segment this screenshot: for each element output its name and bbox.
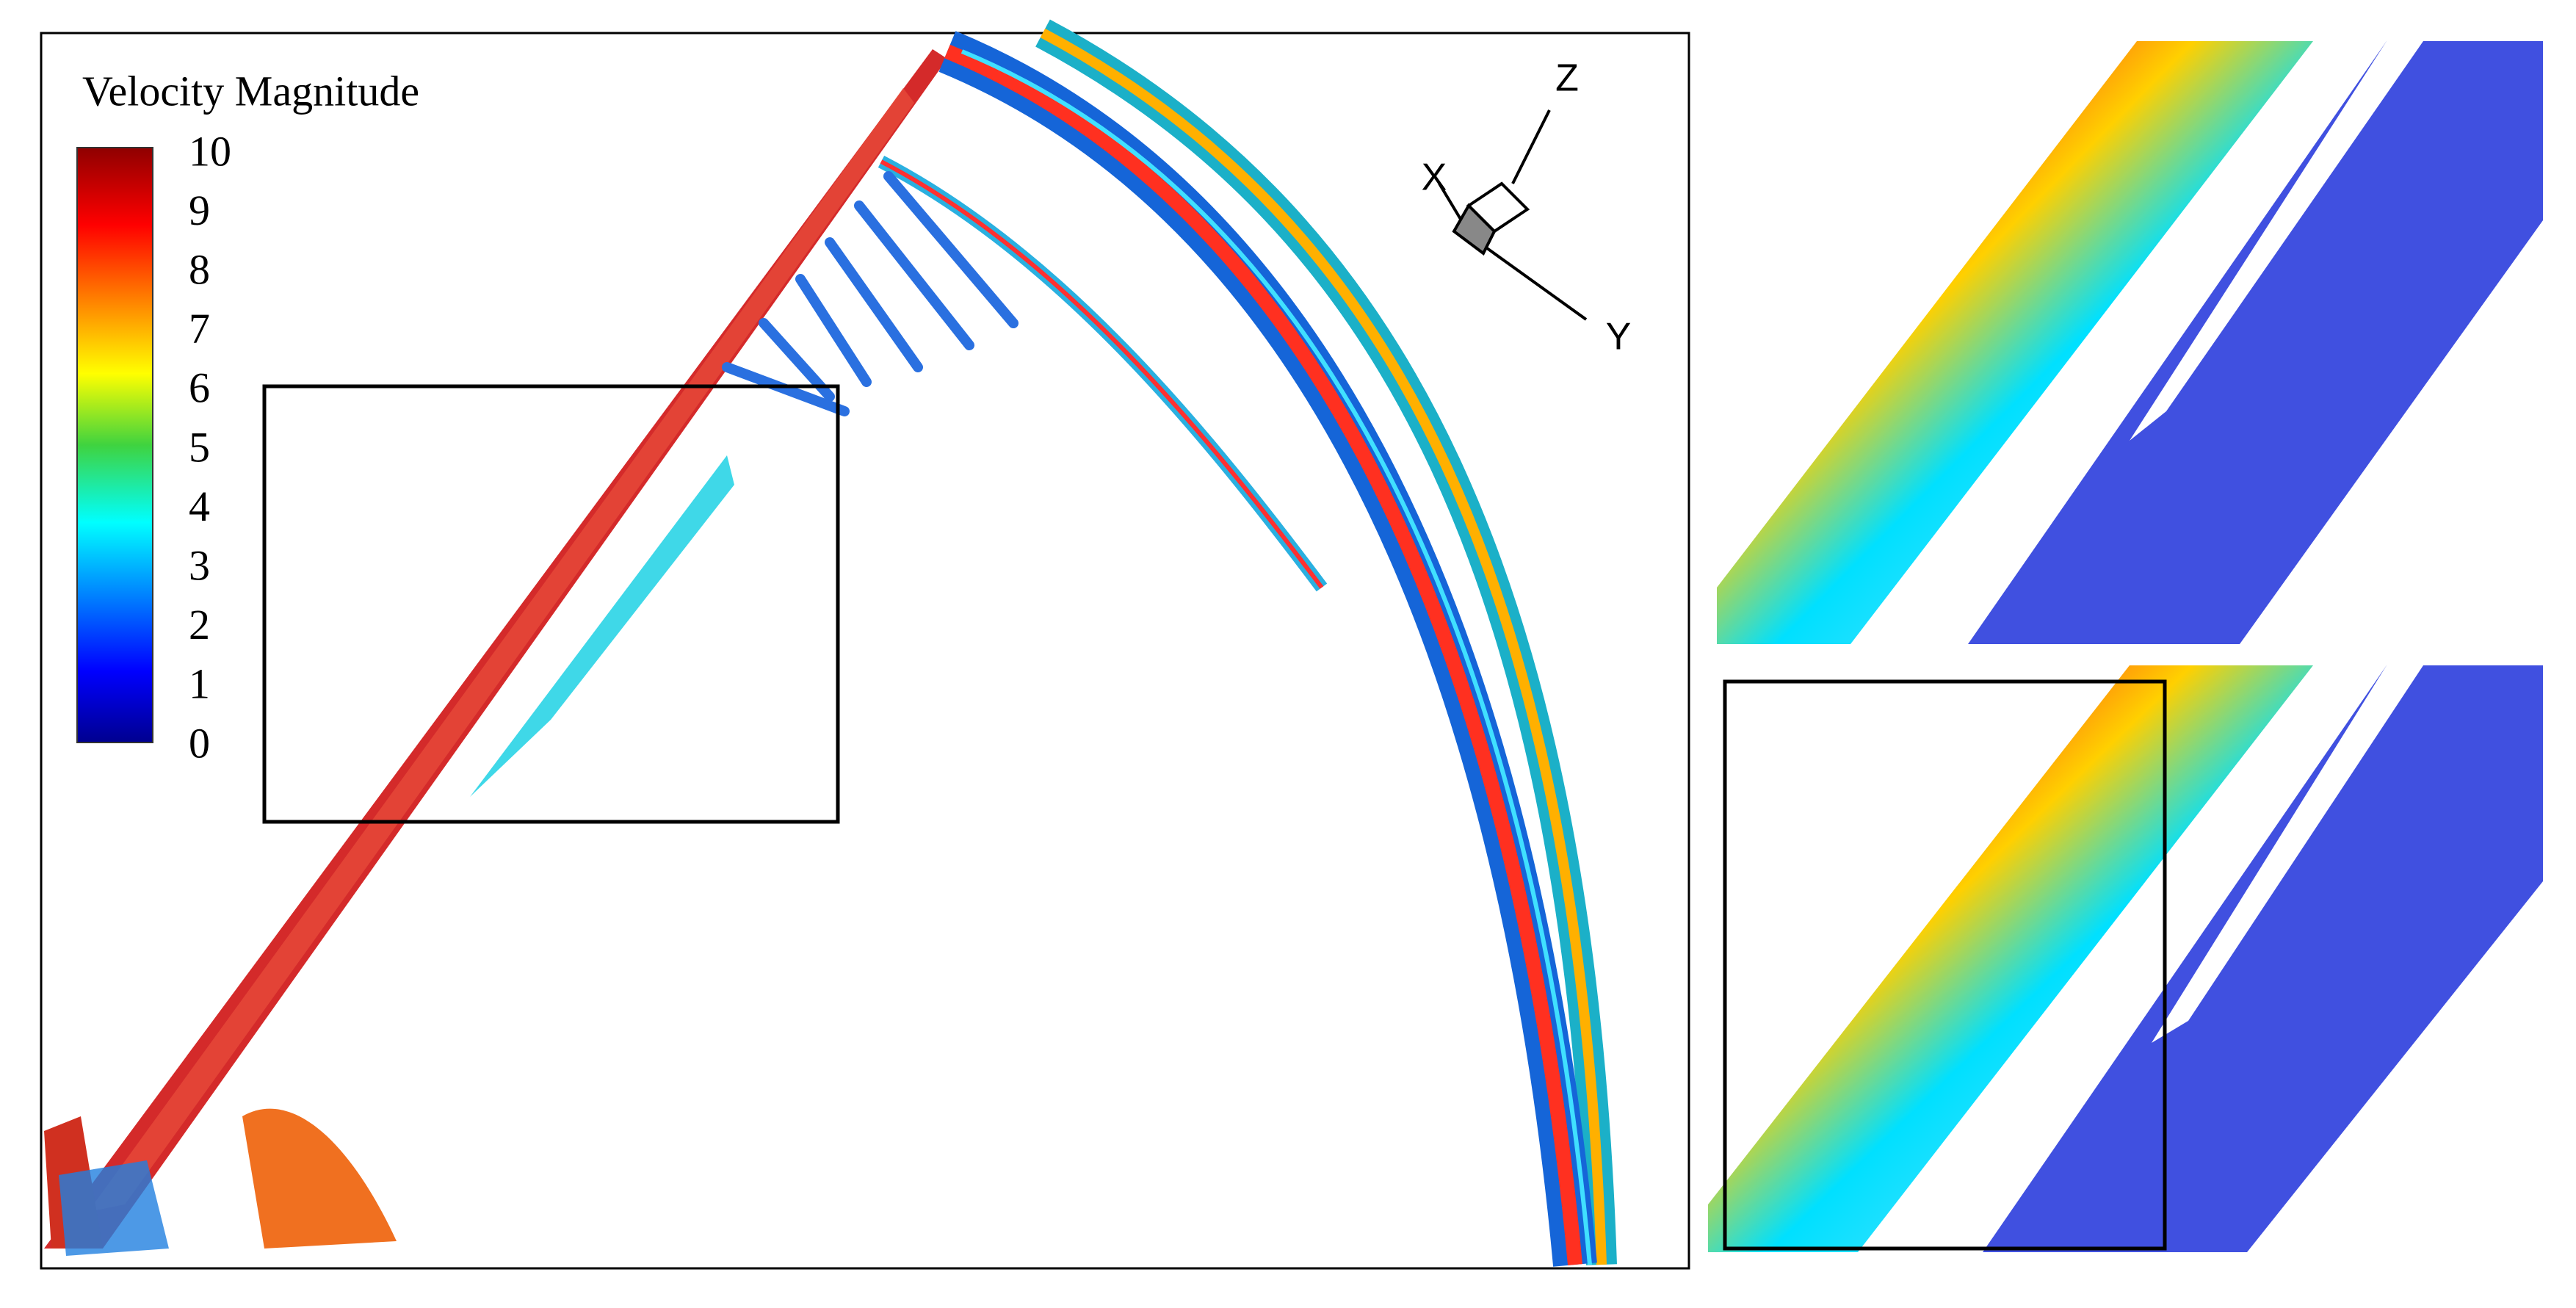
axis-label-y: Y: [1606, 316, 1632, 358]
inset-box: [262, 384, 840, 824]
colorbar-tick-label: 2: [189, 601, 210, 648]
colorbar-tick-label: 5: [189, 423, 210, 471]
axis-label-z: Z: [1555, 57, 1579, 100]
colorbar: [76, 147, 153, 743]
colorbar-title: Velocity Magnitude: [82, 67, 419, 115]
colorbar-tick-label: 6: [189, 364, 210, 412]
axes-triad: [1438, 109, 1588, 321]
colorbar-tick-label: 4: [189, 483, 210, 530]
flow-field: [44, 19, 1617, 1267]
axis-label-x: X: [1422, 156, 1447, 199]
colorbar-tick-label: 3: [189, 542, 210, 590]
colorbar-tick-label: 8: [189, 246, 210, 294]
main-panel: [40, 32, 1690, 1270]
colorbar-tick-label: 9: [189, 187, 210, 234]
colorbar-tick-label: 10: [189, 127, 231, 175]
colorbar-tick-label: 7: [189, 305, 210, 353]
colorbar-tick-label: 1: [189, 660, 210, 708]
zoom-panel-top: [1717, 41, 2543, 644]
zoom-panel-bottom: [1708, 665, 2543, 1252]
zoom-box: [1723, 679, 2167, 1251]
colorbar-ticks: 0 1 2 3 4 5 6 7 8 9 10: [189, 127, 231, 767]
colorbar-tick-label: 0: [189, 719, 210, 767]
